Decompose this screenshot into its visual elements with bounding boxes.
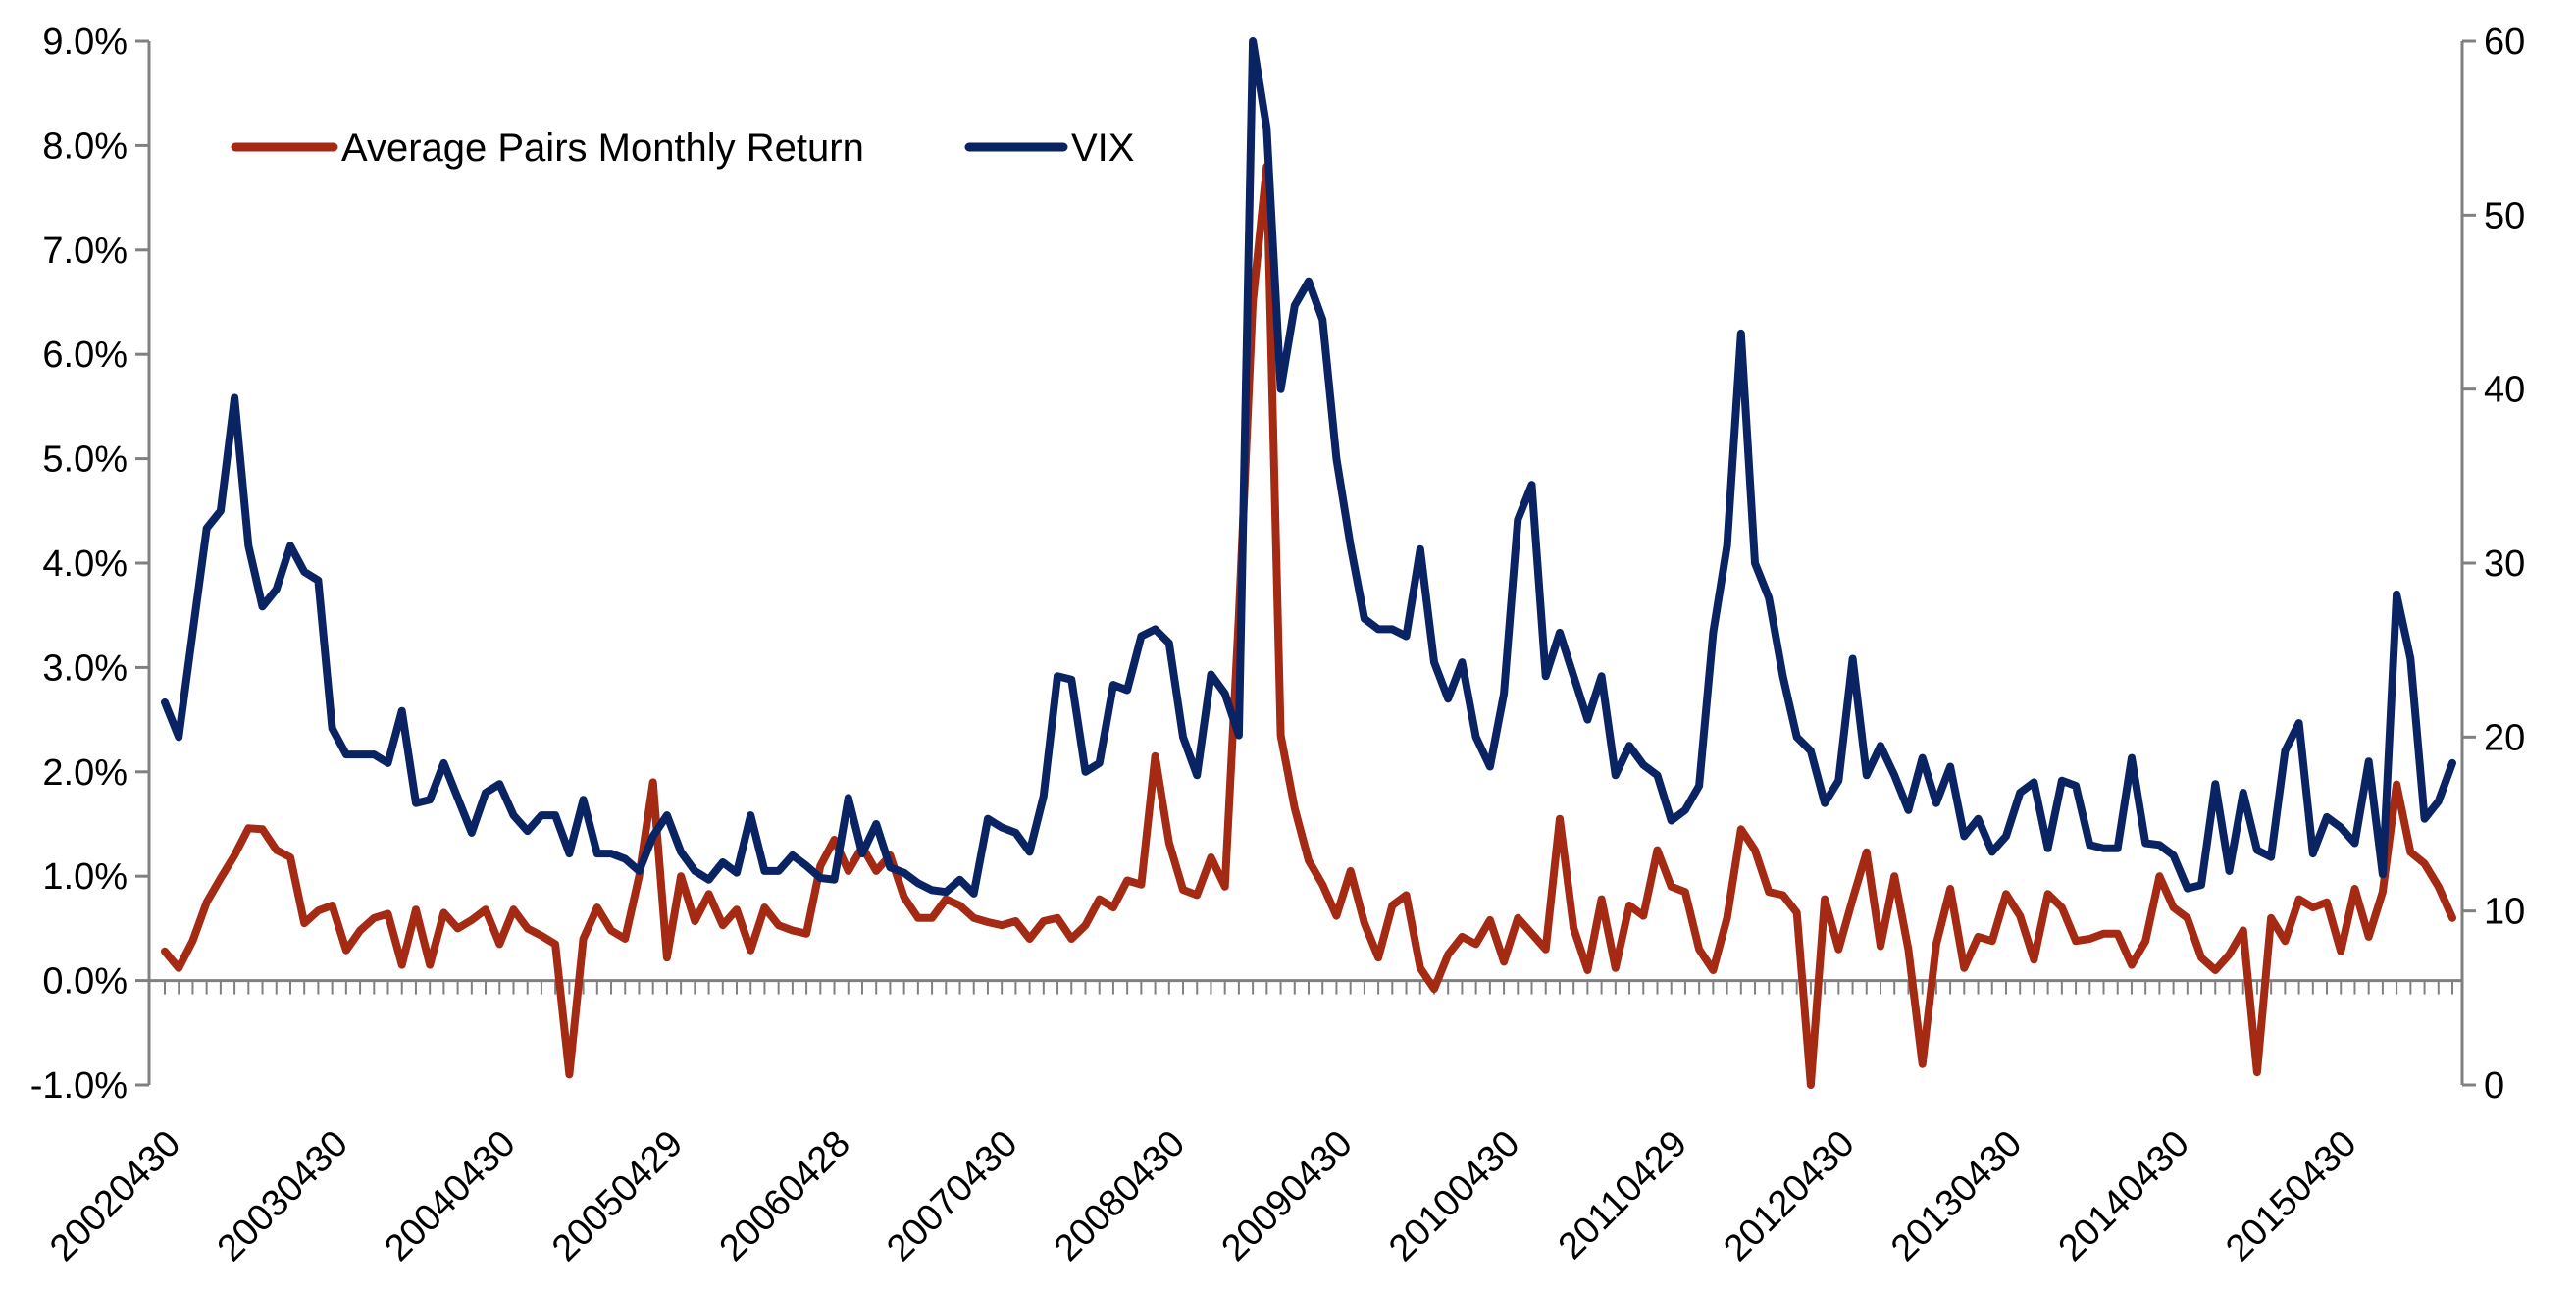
right-tick-label: 60 <box>2484 22 2525 63</box>
right-tick-label: 10 <box>2484 892 2525 933</box>
x-tick-label: 20100430 <box>1381 1123 1527 1269</box>
x-tick-label: 20090430 <box>1214 1123 1361 1269</box>
right-tick-label: 0 <box>2484 1065 2504 1107</box>
x-tick-label: 20150430 <box>2218 1123 2364 1269</box>
left-tick-label: 1.0% <box>42 856 128 898</box>
left-tick-label: -1.0% <box>30 1065 128 1107</box>
x-tick-label: 20070430 <box>879 1123 1025 1269</box>
series-layer <box>161 37 2456 1089</box>
right-y-ticks: 0 10 20 30 40 50 60 <box>2462 22 2525 1107</box>
left-tick-label: 3.0% <box>42 647 128 689</box>
series-line-pairs-return <box>161 162 2456 1089</box>
legend-label-pairs-return: Average Pairs Monthly Return <box>341 127 864 170</box>
x-tick-label: 20110429 <box>1551 1123 1695 1267</box>
left-tick-label: 2.0% <box>42 752 128 794</box>
x-tick-label: 20040430 <box>377 1123 523 1269</box>
left-tick-label: 4.0% <box>42 543 128 585</box>
x-tick-label: 20020430 <box>42 1123 188 1269</box>
x-tick-label: 20050429 <box>544 1123 691 1269</box>
left-tick-label: 8.0% <box>42 126 128 167</box>
x-tick-label: 20060428 <box>712 1123 858 1269</box>
left-y-ticks: -1.0% 0.0% 1.0% 2.0% 3.0% 4.0% 5.0% 6.0% 7.0% 8.0… <box>30 22 149 1107</box>
right-tick-label: 20 <box>2484 717 2525 758</box>
right-tick-label: 30 <box>2484 543 2525 585</box>
x-minor-ticks <box>164 980 2453 995</box>
series-line-vix <box>161 37 2456 898</box>
x-tick-labels: 20020430 20030430 20040430 20050429 20060428… <box>42 1123 2364 1269</box>
left-tick-label: 7.0% <box>42 231 128 272</box>
x-tick-label: 20080430 <box>1047 1123 1193 1269</box>
x-tick-label: 20120430 <box>1716 1123 1862 1269</box>
x-tick-label: 20030430 <box>210 1123 356 1269</box>
left-tick-label: 0.0% <box>42 961 128 1003</box>
x-tick-label: 20130430 <box>1883 1123 2030 1269</box>
right-tick-label: 50 <box>2484 195 2525 236</box>
legend-label-vix: VIX <box>1071 127 1134 170</box>
left-tick-label: 9.0% <box>42 22 128 63</box>
legend: Average Pairs Monthly Return VIX <box>231 127 1134 170</box>
right-tick-label: 40 <box>2484 370 2525 411</box>
x-tick-label: 20140430 <box>2051 1123 2197 1269</box>
left-tick-label: 6.0% <box>42 335 128 376</box>
left-tick-label: 5.0% <box>42 439 128 481</box>
